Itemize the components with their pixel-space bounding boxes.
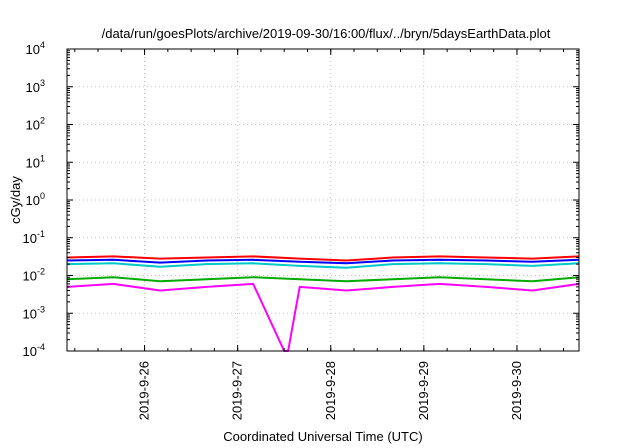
y-tick-label: 10-4 — [23, 342, 45, 359]
y-tick-base: 10 — [23, 344, 37, 359]
y-tick-label: 104 — [26, 40, 45, 57]
y-tick-label: 100 — [26, 191, 45, 208]
x-tick-label: 2019-9-29 — [416, 361, 431, 420]
y-tick-exponent: 3 — [40, 78, 45, 88]
y-tick-exponent: -1 — [37, 229, 45, 239]
y-tick-label: 10-1 — [23, 229, 45, 246]
series-line-2 — [66, 258, 580, 265]
chart-title: /data/run/goesPlots/archive/2019-09-30/1… — [102, 26, 551, 41]
y-tick-label: 10-3 — [23, 304, 45, 321]
y-tick-exponent: 4 — [40, 40, 45, 50]
y-tick-base: 10 — [26, 80, 40, 95]
y-tick-exponent: 1 — [40, 153, 45, 163]
y-tick-base: 10 — [23, 231, 37, 246]
y-tick-label: 103 — [26, 78, 45, 95]
y-tick-label: 102 — [26, 116, 45, 133]
plot-series — [66, 255, 580, 352]
y-tick-exponent: 0 — [40, 191, 45, 201]
series-line-4 — [66, 276, 580, 283]
series-line-3 — [66, 262, 580, 269]
x-tick-label: 2019-9-27 — [230, 361, 245, 420]
y-tick-exponent: 2 — [40, 116, 45, 126]
y-tick-base: 10 — [26, 42, 40, 57]
y-tick-base: 10 — [23, 306, 37, 321]
series-line-1 — [66, 255, 580, 262]
y-tick-exponent: -4 — [37, 342, 45, 352]
y-tick-label: 10-2 — [23, 267, 45, 284]
y-tick-label: 101 — [26, 153, 45, 170]
x-axis-label: Coordinated Universal Time (UTC) — [223, 429, 422, 444]
y-tick-base: 10 — [26, 118, 40, 133]
y-tick-base: 10 — [23, 269, 37, 284]
y-tick-exponent: -2 — [37, 267, 45, 277]
x-tick-label: 2019-9-26 — [137, 361, 152, 420]
series-line-5 — [66, 282, 580, 352]
grid — [67, 49, 579, 351]
x-tick-label: 2019-9-30 — [509, 361, 524, 420]
x-axis: 2019-9-26 2019-9-27 2019-9-28 2019-9-29 2019… — [74, 49, 564, 420]
y-tick-base: 10 — [26, 155, 40, 170]
y-tick-base: 10 — [26, 193, 40, 208]
y-tick-exponent: -3 — [37, 304, 45, 314]
y-axis-label: cGy/day — [8, 176, 23, 224]
x-tick-label: 2019-9-28 — [323, 361, 338, 420]
